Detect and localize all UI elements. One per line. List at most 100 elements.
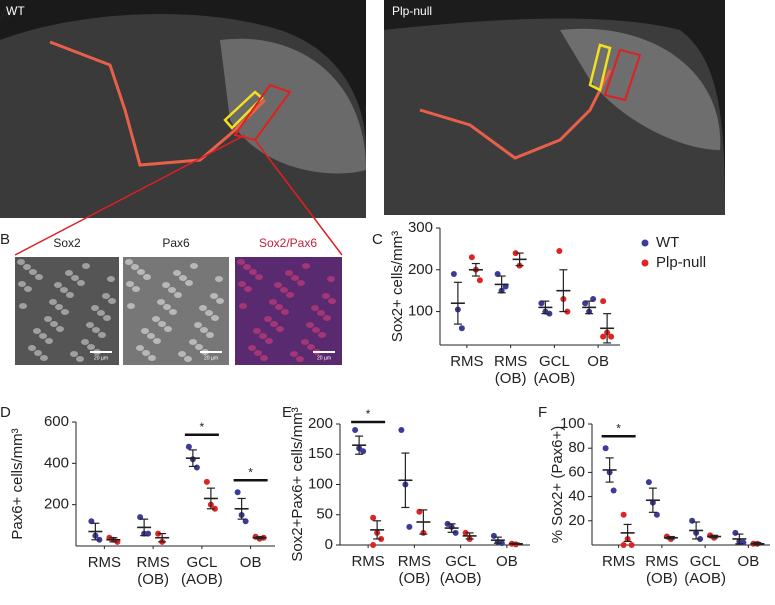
cell: [206, 332, 214, 338]
cell: [76, 356, 84, 362]
cell: [173, 270, 181, 276]
significance-star: *: [200, 420, 205, 434]
tissue: [560, 28, 721, 151]
cell: [87, 344, 95, 350]
cell: [311, 305, 319, 311]
cell: [91, 305, 99, 311]
x-tick-label: OB: [496, 553, 518, 570]
cell: [56, 326, 64, 332]
cell: [33, 328, 41, 334]
data-point: [468, 254, 475, 261]
cell: [255, 274, 263, 280]
cell: [162, 282, 170, 288]
cell: [163, 304, 171, 310]
x-tick-label: (AOB): [684, 570, 726, 587]
cell: [71, 275, 79, 281]
data-point: [556, 247, 563, 254]
cell: [302, 263, 310, 269]
data-point: [370, 514, 377, 521]
x-tick-label: RMS: [351, 553, 384, 570]
cell: [297, 280, 305, 286]
cell: [17, 259, 25, 265]
cell: [39, 333, 47, 339]
ob-outline: [603, 48, 642, 102]
cell: [260, 355, 268, 361]
cell: [280, 287, 288, 293]
cell: [54, 282, 62, 288]
data-point: [628, 542, 635, 548]
cell: [153, 338, 161, 344]
data-point: [193, 464, 200, 471]
cell: [323, 315, 331, 321]
cell: [210, 293, 218, 299]
cell: [77, 280, 85, 286]
cell: [23, 264, 31, 270]
x-tick-label: (AOB): [534, 370, 576, 387]
cell: [200, 327, 208, 333]
data-point: [602, 445, 609, 452]
data-point: [740, 539, 747, 546]
cell: [239, 303, 247, 309]
panel-label: C: [372, 231, 383, 248]
data-point: [185, 443, 192, 450]
cell: [65, 270, 73, 276]
x-tick-label: (OB): [137, 571, 169, 588]
cell: [125, 259, 133, 265]
cell: [81, 339, 89, 345]
cell: [216, 298, 224, 304]
x-tick-label: OB: [587, 353, 609, 370]
cell: [168, 287, 176, 293]
cell: [290, 351, 298, 357]
x-tick-label: GCL: [690, 553, 721, 570]
data-point: [600, 333, 607, 340]
cell: [291, 275, 299, 281]
y-tick-label: 0: [325, 536, 333, 553]
gcl-outline: [588, 43, 612, 92]
data-point: [452, 529, 459, 536]
cell: [61, 309, 69, 315]
cell: [143, 274, 151, 280]
cell: [259, 333, 267, 339]
cell: [158, 321, 166, 327]
y-tick-label: 200: [308, 415, 333, 432]
cell: [184, 356, 192, 362]
cell: [24, 286, 32, 292]
cell: [148, 355, 156, 361]
x-tick-label: RMS: [398, 553, 431, 570]
cell: [205, 310, 213, 316]
data-point: [620, 542, 627, 548]
y-tick-label: 40: [568, 488, 585, 505]
scale-label: 20 µm: [204, 355, 218, 361]
cell: [248, 345, 256, 351]
cell: [82, 263, 90, 269]
panel-label: B: [0, 231, 10, 248]
cell: [157, 299, 165, 305]
data-point: [352, 427, 359, 434]
cell: [40, 355, 48, 361]
cell: [306, 322, 314, 328]
y-axis-label: % Sox2+ (Pax6+): [549, 426, 566, 544]
cell: [169, 309, 177, 315]
cell: [35, 274, 43, 280]
cell: [178, 351, 186, 357]
cell: [18, 281, 26, 287]
significance-star: *: [248, 465, 253, 479]
y-tick-label: 600: [44, 413, 69, 430]
data-point: [620, 511, 627, 518]
panel-label: F: [538, 404, 547, 421]
y-tick-label: 200: [44, 496, 69, 513]
zoom-line: [14, 134, 246, 256]
cell: [327, 276, 335, 282]
x-tick-label: RMS: [602, 553, 635, 570]
cell: [237, 259, 245, 265]
cell: [34, 350, 42, 356]
rms-trace: [49, 40, 267, 167]
data-point: [608, 333, 615, 340]
x-tick-label: GCL: [445, 553, 476, 570]
cell: [127, 303, 135, 309]
cell: [275, 304, 283, 310]
data-point: [689, 517, 696, 524]
cell: [49, 299, 57, 305]
cell: [164, 326, 172, 332]
cell: [107, 276, 115, 282]
